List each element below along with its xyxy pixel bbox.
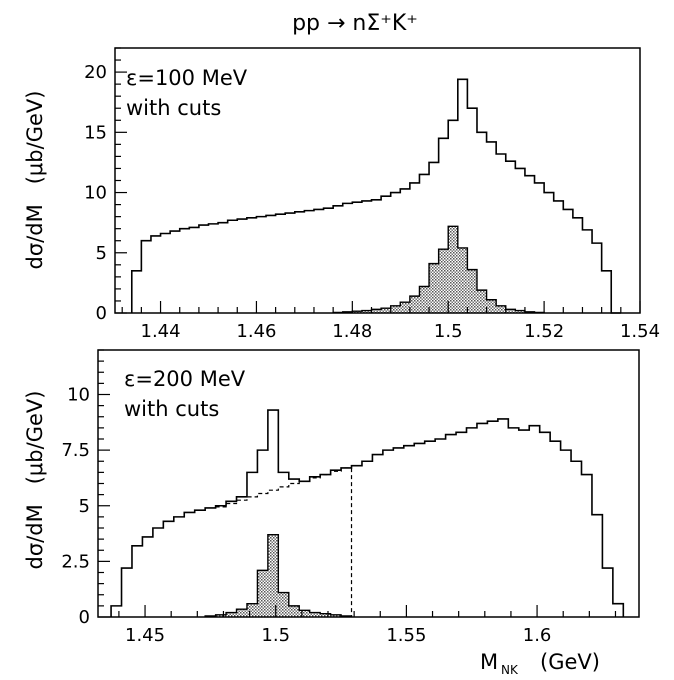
top-shaded-bin [390, 305, 401, 313]
bottom-total-outline [110, 409, 625, 617]
top-y-ticks: 0 5 10 15 20 [84, 47, 127, 324]
figure-title: pp → nΣ⁺K⁺ [292, 11, 418, 36]
top-x-tick-label: 1.5 [434, 321, 463, 342]
top-shaded-bin [515, 310, 525, 313]
top-shaded-bin [352, 311, 362, 313]
bottom-x-tick-label: 1.45 [125, 625, 165, 646]
top-total-outline [130, 78, 621, 314]
top-shaded-bin [496, 305, 506, 313]
top-shaded-bin [505, 309, 516, 313]
top-y-tick-label: 0 [96, 303, 107, 324]
top-shaded-bin [429, 263, 439, 313]
top-shaded-bin [419, 286, 430, 313]
top-shaded-peak-outline [332, 225, 545, 314]
bottom-series-shaded-peak [204, 533, 353, 617]
bottom-annotation-cuts: with cuts [124, 397, 219, 421]
top-series-shaded-peak [332, 225, 545, 314]
top-x-tick-label: 1.52 [524, 321, 564, 342]
bottom-shaded-bin [257, 570, 268, 617]
bottom-series-total [110, 409, 625, 617]
bottom-shaded-bin [246, 603, 258, 617]
bottom-shaded-bin [320, 613, 331, 617]
x-axis-label-unit: (GeV) [540, 650, 600, 674]
top-shaded-bin [409, 296, 420, 313]
top-x-tick-label: 1.46 [236, 321, 276, 342]
top-annotation-energy: ε=100 MeV [126, 66, 248, 90]
bottom-shaded-bin [215, 614, 227, 617]
x-axis-label-subscript: NK [501, 663, 519, 677]
bottom-shaded-bin [278, 592, 289, 617]
top-shaded-bin [457, 247, 468, 313]
bottom-shaded-bin [299, 610, 310, 617]
top-x-tick-label: 1.54 [620, 321, 660, 342]
bottom-y-tick-label: 5 [79, 496, 90, 517]
top-y-tick-label: 10 [84, 183, 107, 204]
top-y-tick-label: 5 [96, 243, 107, 264]
top-x-ticks: 1.44 1.46 1.48 1.5 1.52 1.54 [121, 301, 660, 342]
bottom-x-axis-label: M NK (GeV) [480, 650, 600, 677]
bottom-annotation-energy: ε=200 MeV [124, 367, 246, 391]
top-annotation-cuts: with cuts [126, 96, 221, 120]
bottom-shaded-bin [267, 534, 279, 617]
bottom-shaded-bin [288, 605, 300, 617]
top-y-axis-label: dσ/dM (μb/GeV) [23, 91, 47, 270]
bottom-y-tick-label: 10 [67, 385, 90, 406]
top-shaded-bin [476, 290, 487, 313]
top-histogram-layer [130, 78, 621, 314]
top-y-tick-label: 15 [84, 122, 107, 143]
top-shaded-bin [400, 302, 410, 313]
top-shaded-bin [381, 308, 391, 313]
top-shaded-bin [438, 249, 449, 313]
top-shaded-bin [467, 269, 477, 313]
bottom-x-tick-label: 1.5 [261, 625, 290, 646]
bottom-shaded-bin [330, 614, 342, 617]
bottom-shaded-bin [309, 612, 321, 617]
bottom-shaded-bin [226, 612, 237, 617]
bottom-shaded-peak-outline [204, 533, 353, 617]
bottom-x-ticks: 1.45 1.5 1.55 1.6 [118, 605, 617, 646]
top-shaded-bin [361, 310, 372, 313]
top-x-tick-label: 1.48 [332, 321, 372, 342]
bottom-x-tick-label: 1.55 [386, 625, 426, 646]
bottom-histogram-layer [110, 409, 625, 617]
top-shaded-bin [486, 299, 497, 313]
top-x-tick-label: 1.44 [141, 321, 181, 342]
top-series-total [130, 78, 621, 314]
bottom-y-axis-label: dσ/dM (μb/GeV) [23, 391, 47, 570]
bottom-panel: 1.45 1.5 1.55 1.6 0 2.5 5 7.5 10 ε=200 MeV with… [23, 349, 640, 677]
bottom-shaded-bin [236, 609, 247, 617]
top-shaded-bin [448, 226, 458, 313]
bottom-x-tick-label: 1.6 [523, 625, 552, 646]
bottom-y-tick-label: 2.5 [61, 551, 90, 572]
bottom-y-ticks: 0 2.5 5 7.5 10 [61, 349, 110, 628]
x-axis-label-main: M [480, 650, 498, 674]
bottom-y-tick-label: 7.5 [61, 440, 90, 461]
top-panel: 1.44 1.46 1.48 1.5 1.52 1.54 0 5 10 15 20 ε=100 M… [23, 47, 660, 342]
top-shaded-bin [371, 309, 382, 313]
top-y-tick-label: 20 [84, 62, 107, 83]
bottom-y-tick-label: 0 [79, 607, 90, 628]
